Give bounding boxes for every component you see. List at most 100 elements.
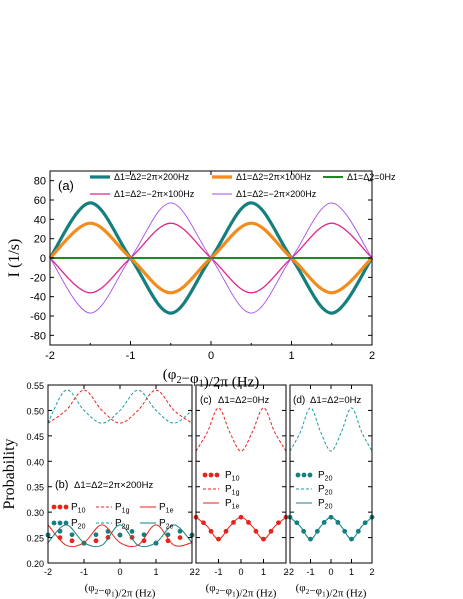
panel-b: -2 -1 0 1 2 0.20 0.25 0.30 0.35 0.40 0.45 0.50 0.55 (… (1, 381, 195, 599)
legend-swatch (51, 520, 57, 526)
legend-swatch (57, 504, 63, 510)
legend: Δ1=Δ2=2π×200Hz Δ1=Δ2=2π×100Hz Δ1=Δ2=0Hz Δ1=… (90, 172, 396, 199)
series-P10-point (93, 538, 99, 544)
legend-label: P1g (225, 484, 240, 497)
legend-label: P10 (71, 502, 86, 515)
legend-label: P2e (159, 518, 174, 531)
x-tick-label: -2 (286, 567, 294, 577)
y-tick-label: -60 (30, 311, 46, 323)
x-tick-label: 0 (238, 567, 243, 577)
panel-tag: (a) (58, 178, 74, 193)
legend-swatch (63, 504, 69, 510)
x-tick-label: 2 (369, 567, 374, 577)
legend-label: Δ1=Δ2=2π×200Hz (114, 172, 190, 182)
series-P10-point (177, 535, 183, 540)
panel-c: -2 -1 0 1 2 (φ2−φ1)/2π (Hz) (c) Δ1=Δ2=0Hz P10P1g… (192, 384, 289, 599)
panel-tag: (d) (293, 395, 305, 406)
legend-label: P20 (318, 498, 333, 511)
y-tick-label: 80 (34, 176, 46, 188)
series-P10-point (69, 538, 75, 544)
panel-a: -2 -1 0 1 2 -80 -60 -40 -20 0 20 40 60 80 (φ2−φ1)/2π (… (6, 170, 396, 391)
x-tick-label: 0 (208, 350, 214, 362)
legend-swatch (307, 472, 313, 478)
x-tick-label: -2 (44, 567, 52, 577)
y-tick-label: 0.55 (26, 381, 44, 391)
panel-annotation: Δ1=Δ2=0Hz (310, 395, 361, 406)
x-tick-label: 0 (328, 567, 333, 577)
legend-label: Δ1=Δ2=−2π×100Hz (114, 189, 195, 199)
legend-swatch (57, 520, 63, 526)
series-P20-point (69, 532, 75, 538)
x-axis-label: (φ2−φ1)/2π (Hz) (85, 582, 156, 599)
series-P20-point (129, 529, 135, 534)
legend-label: P20 (71, 518, 86, 531)
x-axis-label: (φ2−φ1)/2π (Hz) (296, 582, 367, 599)
y-tick-label: 0.30 (26, 508, 44, 518)
series-P20-line (289, 407, 373, 452)
panel-annotation: Δ1=Δ2=0Hz (218, 395, 269, 406)
x-axis-label: (φ2−φ1)/2π (Hz) (163, 367, 259, 391)
series-P20-point (93, 532, 99, 538)
x-tick-label: 2 (369, 350, 375, 362)
legend-swatch (63, 520, 69, 526)
series-P2g-line (47, 389, 193, 424)
panel-tag: (b) (55, 479, 68, 491)
legend-label: P10 (225, 470, 240, 483)
y-axis-label: Probability (1, 438, 18, 509)
legend-label: Δ1=Δ2=0Hz (347, 172, 396, 182)
y-tick-label: -20 (30, 272, 46, 284)
y-tick-label: 0.20 (26, 559, 44, 569)
x-tick-label: -1 (126, 350, 136, 362)
panel-annotation: Δ1=Δ2=2π×200Hz (74, 480, 153, 491)
series-P20-point (117, 532, 123, 538)
legend-label: P2g (115, 518, 130, 531)
y-tick-label: 60 (34, 195, 46, 207)
series-P1g-line (47, 389, 193, 424)
x-tick-label: 0 (117, 567, 122, 577)
y-tick-label: 0.25 (26, 534, 44, 544)
series-P1e-line (47, 524, 193, 548)
legend-swatch (202, 472, 208, 478)
x-axis-label: (φ2−φ1)/2π (Hz) (206, 582, 277, 599)
y-tick-label: 0.45 (26, 432, 44, 442)
y-tick-label: 0.35 (26, 483, 44, 493)
series-Δ1=Δ2=−2π×200Hz-line (49, 202, 373, 314)
x-tick-label: -2 (45, 350, 55, 362)
y-tick-label: -40 (30, 292, 46, 304)
series-P20-line (289, 516, 373, 540)
legend-label: P1g (115, 502, 130, 515)
series-P2e-line (47, 524, 193, 548)
legend-label: P1e (225, 498, 240, 511)
y-tick-label: 40 (34, 214, 46, 226)
legend-label: P1e (159, 502, 174, 515)
series-P1g-line (195, 407, 287, 452)
x-tick-label: 1 (153, 567, 158, 577)
y-axis-label: I (1/s) (6, 239, 23, 278)
legend-swatch (301, 472, 307, 478)
legend-swatch (208, 472, 214, 478)
panel-tag: (c) (200, 395, 212, 406)
x-tick-label: 1 (261, 567, 266, 577)
y-tick-label: 20 (34, 234, 46, 246)
legend-swatch (51, 504, 57, 510)
y-tick-label: 0.40 (26, 457, 44, 467)
legend-label: P20 (318, 470, 333, 483)
y-tick-label: 0 (40, 253, 46, 265)
legend-label: Δ1=Δ2=−2π×200Hz (236, 189, 317, 199)
y-tick-label: 0.50 (26, 406, 44, 416)
x-tick-label: -1 (80, 567, 88, 577)
legend-swatch (214, 472, 220, 478)
x-tick-label: -2 (192, 567, 200, 577)
legend-label: P20 (318, 484, 333, 497)
legend-label: Δ1=Δ2=2π×100Hz (236, 172, 312, 182)
x-tick-label: -1 (214, 567, 222, 577)
x-tick-label: -1 (306, 567, 314, 577)
x-tick-label: 2 (189, 567, 194, 577)
y-tick-label: -80 (30, 330, 46, 342)
x-tick-label: 1 (349, 567, 354, 577)
x-tick-label: 1 (288, 350, 294, 362)
legend-swatch (295, 472, 301, 478)
